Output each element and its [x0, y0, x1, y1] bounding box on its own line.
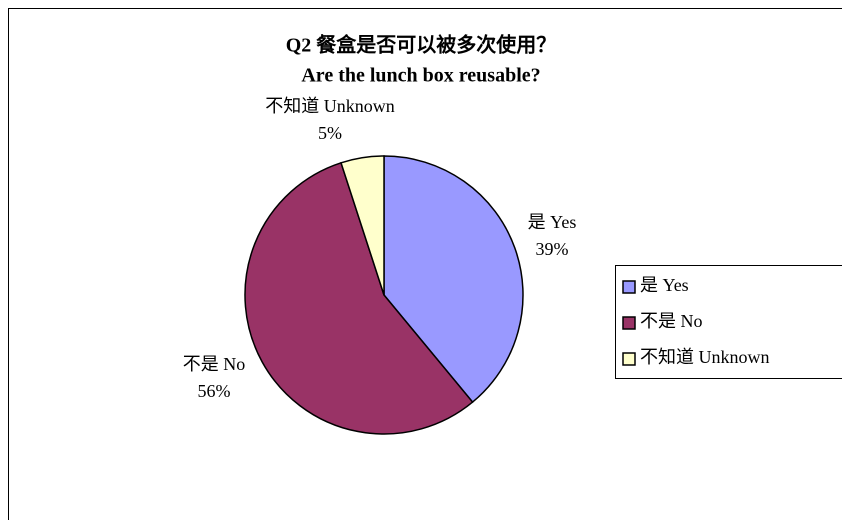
legend-box [615, 265, 842, 379]
legend-swatch [622, 280, 636, 294]
slice-label: 是 Yes [528, 212, 577, 232]
legend-label: 不是 No [640, 311, 703, 331]
legend-label: 不知道 Unknown [640, 347, 770, 367]
slice-value: 56% [198, 381, 231, 401]
pie-slice [244, 161, 474, 435]
slice-value: 39% [536, 239, 569, 259]
legend-swatch [622, 352, 636, 366]
slice-label: 不是 No [183, 354, 246, 374]
pie-slice [340, 155, 385, 296]
legend-label: 是 Yes [640, 275, 689, 295]
chart-subtitle: Are the lunch box reusable? [301, 65, 540, 87]
chart-title: Q2 餐盒是否可以被多次使用？ [286, 33, 557, 57]
slice-value: 5% [318, 123, 342, 143]
slice-label: 不知道 Unknown [265, 96, 395, 116]
legend-swatch [622, 316, 636, 330]
pie-slice [383, 155, 524, 404]
